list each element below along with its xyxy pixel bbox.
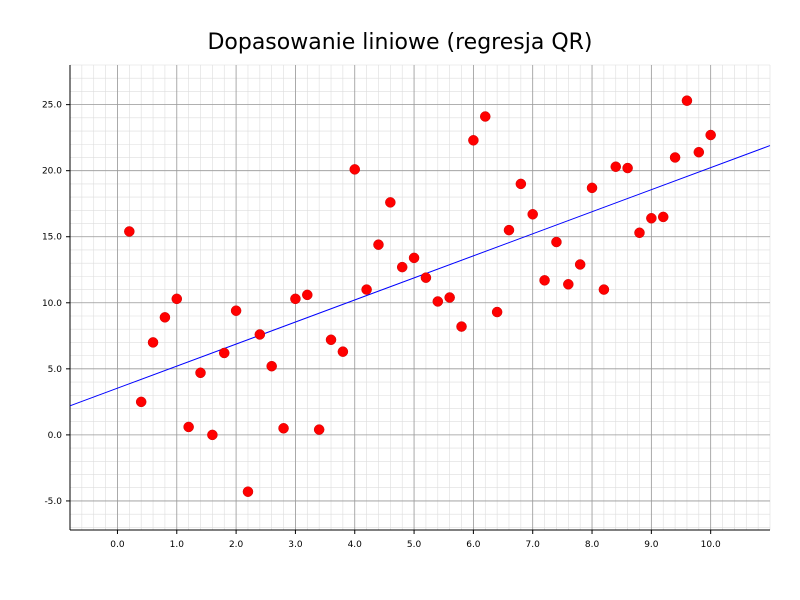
x-tick-label: 6.0 bbox=[466, 540, 481, 550]
y-tick-label: 0.0 bbox=[48, 431, 63, 441]
y-tick-labels: -5.0 0.0 5.0 10.0 15.0 20.0 25.0 bbox=[42, 101, 62, 507]
x-tick-labels: 0.0 1.0 2.0 3.0 4.0 5.0 6.0 7.0 8.0 9.0 10.0 bbox=[110, 540, 721, 550]
x-tick-label: 5.0 bbox=[407, 540, 422, 550]
data-point bbox=[302, 289, 313, 301]
data-point bbox=[420, 272, 432, 283]
data-point bbox=[147, 337, 159, 348]
data-point bbox=[207, 429, 218, 441]
chart-title: Dopasowanie liniowe (regresja QR) bbox=[207, 30, 593, 55]
data-point bbox=[373, 239, 384, 250]
y-tick-label: 5.0 bbox=[48, 365, 63, 375]
x-tick-label: 2.0 bbox=[229, 540, 244, 550]
data-point bbox=[218, 347, 230, 359]
data-point bbox=[396, 261, 408, 273]
data-point bbox=[563, 279, 574, 290]
y-tick-label: -5.0 bbox=[44, 497, 62, 507]
x-tick-label: 3.0 bbox=[288, 540, 303, 550]
data-point bbox=[385, 197, 396, 208]
data-point bbox=[681, 95, 693, 106]
data-point bbox=[242, 486, 254, 497]
data-point bbox=[705, 129, 716, 141]
data-point bbox=[159, 312, 171, 323]
data-point bbox=[646, 212, 657, 224]
axes bbox=[66, 65, 770, 534]
data-point bbox=[361, 284, 372, 295]
x-tick-label: 0.0 bbox=[110, 540, 125, 550]
data-point bbox=[230, 305, 242, 316]
data-point bbox=[657, 211, 669, 223]
data-point bbox=[432, 296, 444, 307]
data-point bbox=[313, 424, 325, 435]
data-point bbox=[349, 164, 360, 175]
data-point bbox=[337, 346, 349, 357]
data-point bbox=[135, 396, 147, 408]
x-tick-label: 1.0 bbox=[170, 540, 185, 550]
y-tick-label: 25.0 bbox=[42, 101, 62, 111]
data-points bbox=[124, 95, 716, 497]
fit-line-group bbox=[69, 145, 771, 407]
data-point bbox=[266, 360, 277, 372]
data-point bbox=[290, 293, 301, 305]
fit-line bbox=[69, 145, 771, 407]
data-point bbox=[254, 329, 266, 340]
y-tick-label: 10.0 bbox=[42, 299, 62, 309]
data-point bbox=[693, 146, 705, 158]
data-point bbox=[539, 275, 550, 286]
data-point bbox=[610, 161, 622, 172]
data-point bbox=[551, 236, 562, 248]
data-point bbox=[598, 284, 610, 295]
data-point bbox=[124, 226, 135, 237]
data-point bbox=[491, 306, 503, 318]
data-point bbox=[586, 182, 598, 194]
x-tick-label: 10.0 bbox=[701, 540, 721, 550]
x-tick-label: 7.0 bbox=[526, 540, 541, 550]
data-point bbox=[444, 292, 455, 303]
data-point bbox=[408, 252, 420, 264]
data-point bbox=[634, 227, 645, 239]
data-point bbox=[456, 321, 467, 332]
x-tick-label: 4.0 bbox=[348, 540, 363, 550]
data-point bbox=[669, 152, 681, 163]
data-point bbox=[278, 423, 289, 434]
y-tick-label: 15.0 bbox=[42, 233, 62, 243]
data-point bbox=[515, 178, 527, 190]
data-point bbox=[622, 162, 633, 174]
y-tick-label: 20.0 bbox=[42, 167, 62, 177]
data-point bbox=[183, 421, 194, 433]
data-point bbox=[195, 367, 206, 379]
data-point bbox=[574, 259, 586, 270]
data-point bbox=[480, 111, 491, 122]
data-point bbox=[503, 224, 515, 236]
data-point bbox=[325, 334, 337, 346]
x-tick-label: 9.0 bbox=[644, 540, 659, 550]
data-point bbox=[468, 135, 479, 146]
x-tick-label: 8.0 bbox=[585, 540, 600, 550]
data-point bbox=[527, 209, 538, 220]
data-point bbox=[171, 293, 183, 305]
